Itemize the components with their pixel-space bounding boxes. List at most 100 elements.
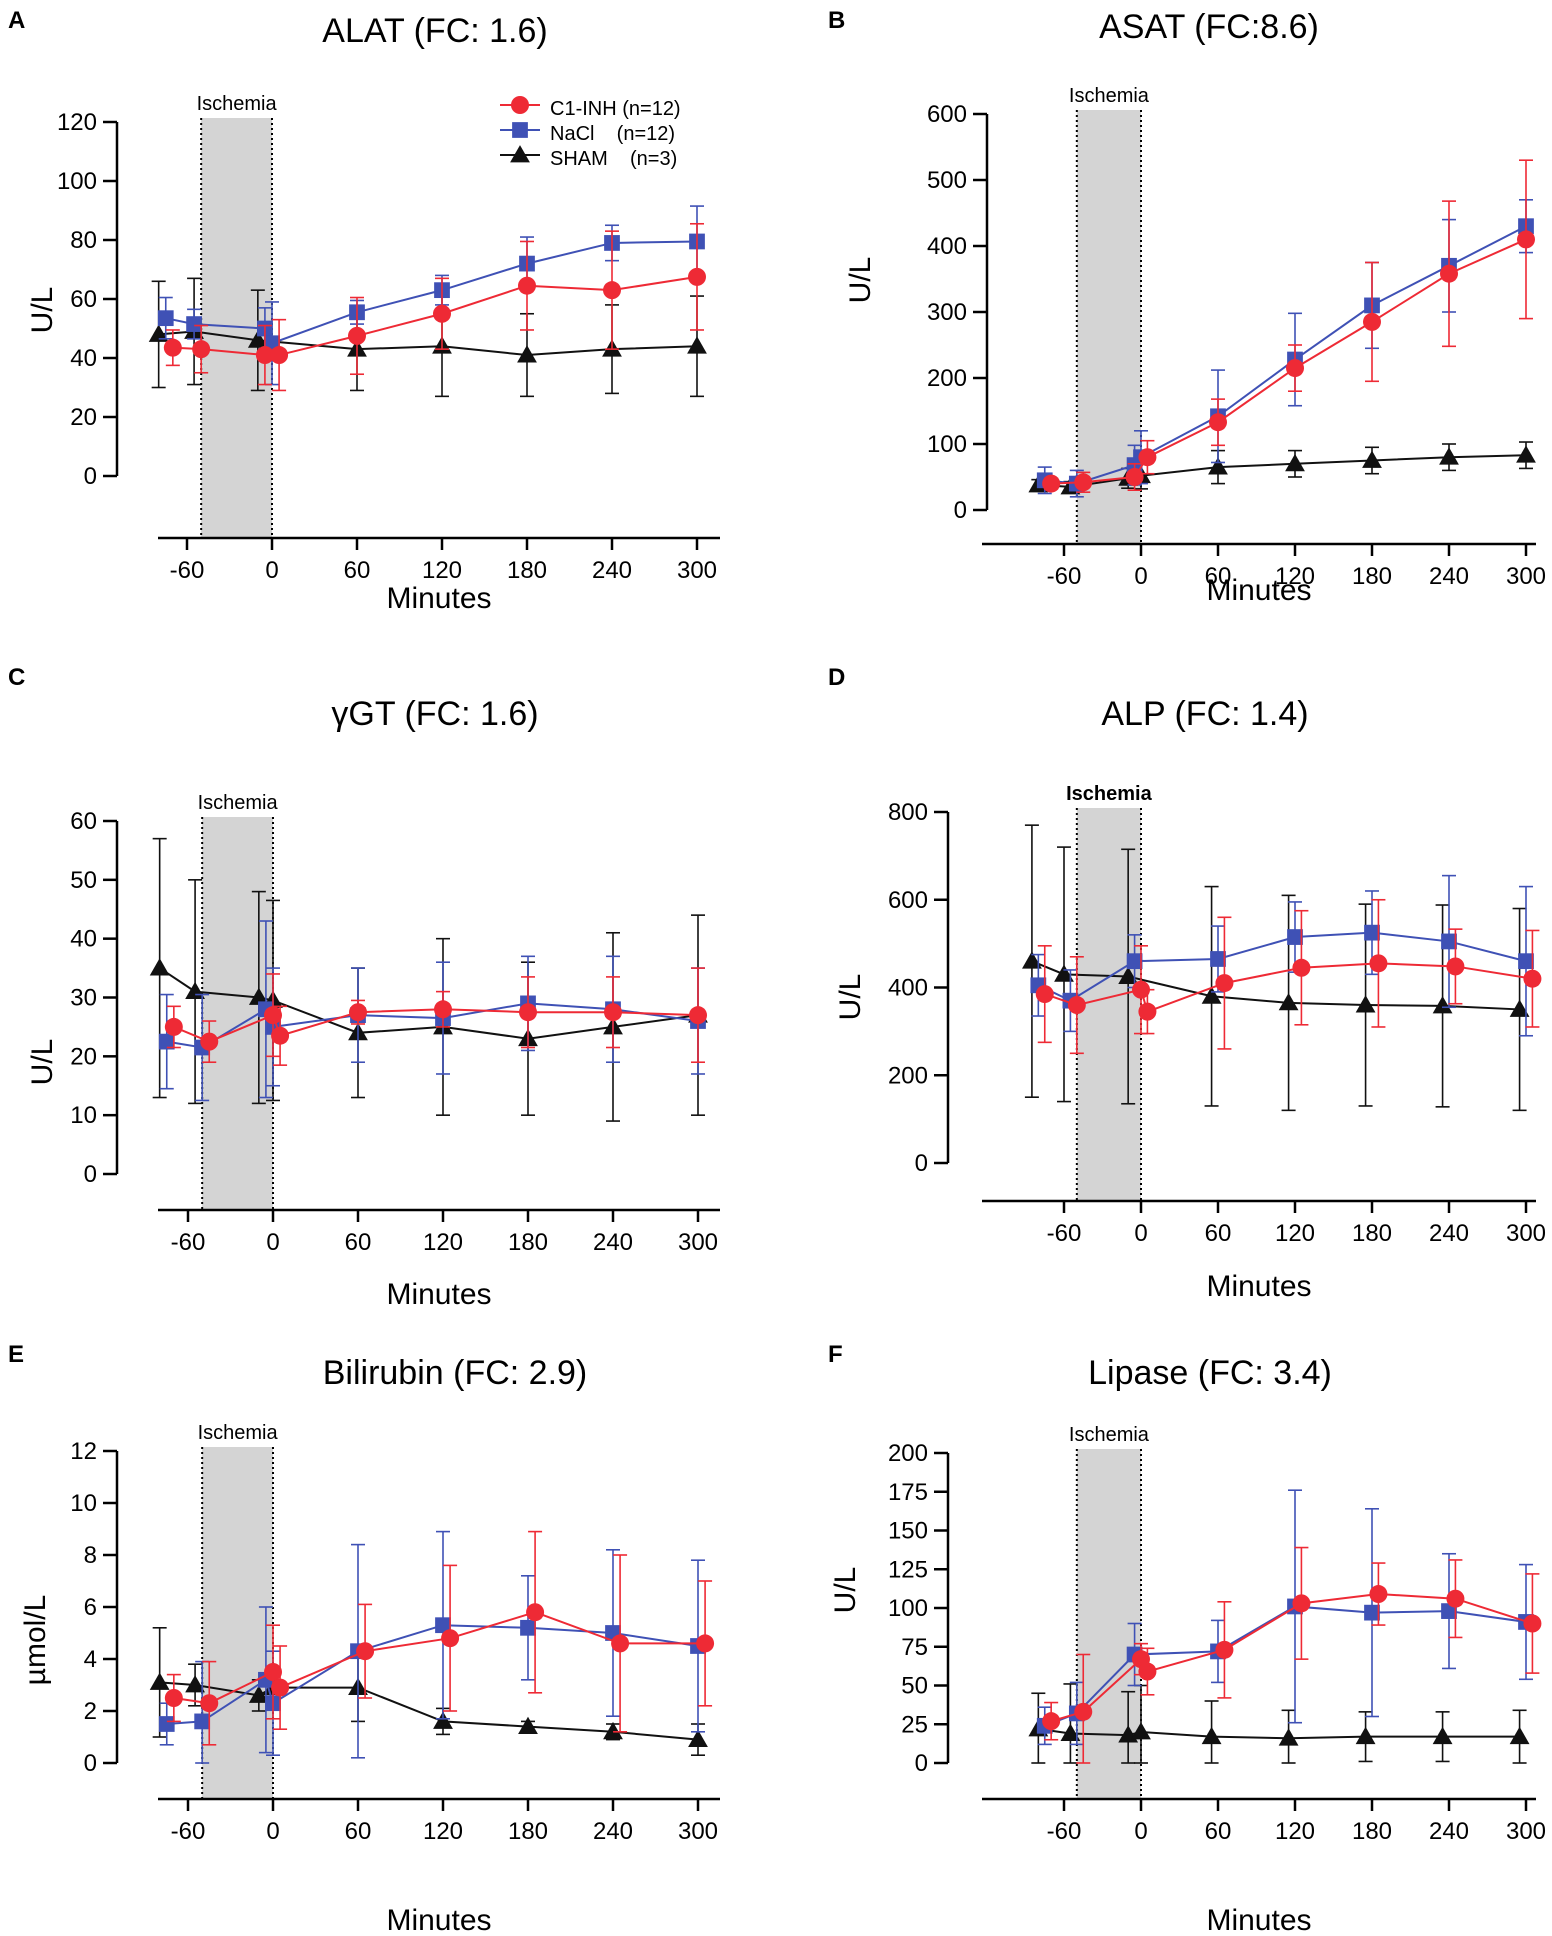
y-tick-label: 200 [888,1440,928,1467]
y-tick-label: 600 [888,887,928,914]
point-sham [517,345,537,363]
y-tick-label: 0 [84,463,97,490]
point-nacl [1441,933,1457,950]
point-sham [1060,1723,1081,1741]
series-line-nacl [1037,931,1527,1002]
point-c1inh [164,1017,183,1036]
ischemia-band [202,1447,273,1799]
point-c1inh [1523,1614,1542,1633]
point-nacl [158,1716,175,1732]
point-sham [1285,453,1305,472]
y-tick-label: 50 [901,1673,928,1700]
point-c1inh [518,276,536,295]
x-tick-label: 240 [1429,1220,1469,1247]
point-nacl [1364,924,1380,941]
series-c1inh [1042,159,1535,493]
y-tick-label: 100 [888,1595,928,1622]
y-tick-label: 40 [70,345,97,372]
point-sham [1278,1728,1299,1746]
ischemia-label: Ischemia [1069,85,1150,107]
x-tick-label: 0 [266,1818,279,1845]
y-tick-label: 10 [70,1102,97,1129]
x-tick-label: 180 [1352,1818,1392,1845]
point-c1inh [519,1003,537,1022]
point-c1inh [1035,985,1054,1004]
point-nacl [1287,929,1303,945]
point-c1inh [1369,1585,1388,1604]
series-nacl [1030,874,1534,1037]
x-tick-label: 0 [1134,1818,1147,1845]
x-tick-label: -60 [1047,1220,1082,1247]
x-tick-label: 0 [1134,1220,1147,1247]
point-c1inh [1446,1589,1465,1608]
point-sham [185,1675,205,1693]
point-sham [1355,995,1376,1013]
point-sham [149,958,170,976]
y-axis-label: U/L [829,1567,862,1614]
y-tick-label: 50 [70,867,97,894]
ischemia-label: Ischemia [1066,783,1152,805]
y-tick-label: 200 [888,1062,928,1089]
x-tick-label: 0 [1134,563,1147,590]
point-sham [1278,992,1299,1011]
chart-title: ASAT (FC:8.6) [1099,8,1319,46]
y-tick-label: 30 [70,985,97,1012]
x-tick-label: 180 [1352,1220,1392,1247]
point-nacl [1126,953,1143,970]
x-tick-label: 60 [345,1229,372,1256]
x-tick-label: 300 [678,1818,718,1845]
point-c1inh [200,1694,219,1713]
point-c1inh [441,1629,460,1648]
y-tick-label: 150 [888,1518,928,1545]
point-sham [603,1721,623,1740]
y-tick-label: 40 [70,926,97,953]
point-c1inh [1215,1640,1234,1659]
chart-title: Bilirubin (FC: 2.9) [323,1354,588,1392]
y-axis-label: U/L [844,257,877,304]
point-sham [247,330,268,348]
panel-letter: D [828,664,845,691]
x-tick-label: 60 [345,1818,372,1845]
point-c1inh [1446,957,1465,976]
series-sham [1028,1683,1530,1764]
y-axis-label: U/L [834,974,867,1021]
point-sham [1022,951,1042,969]
x-tick-label: 60 [1205,563,1232,590]
point-c1inh [1523,969,1542,988]
point-c1inh [356,1642,375,1661]
legend-label-c1inh: C1-INH (n=12) [550,98,681,120]
point-c1inh [1074,473,1093,492]
x-axis-label: Minutes [386,1278,491,1311]
point-nacl [194,1713,211,1730]
x-tick-label: -60 [1047,1818,1082,1845]
point-sham [1432,996,1453,1014]
point-sham [149,1672,170,1690]
y-tick-label: 400 [927,233,967,260]
point-c1inh [271,1026,290,1045]
x-tick-label: 180 [507,557,547,584]
panel-letter: A [8,7,25,34]
y-tick-label: 500 [927,167,967,194]
point-c1inh [603,281,621,300]
chart-title: ALAT (FC: 1.6) [322,12,547,50]
point-nacl [158,1033,175,1050]
x-tick-label: 180 [1352,563,1392,590]
point-nacl [186,316,202,332]
point-c1inh [1138,1662,1157,1681]
ischemia-label: Ischemia [1069,1424,1150,1446]
chart-panel-e: E Bilirubin (FC: 2.9) Ischemia 0 2 4 6 8 10 12 µmo… [8,1341,720,1936]
point-sham [1201,1726,1222,1745]
point-c1inh [200,1032,219,1051]
point-sham [1208,457,1228,475]
point-c1inh [192,340,211,359]
point-c1inh [264,1663,282,1681]
y-tick-label: 4 [84,1646,97,1673]
point-c1inh [696,1634,715,1653]
point-c1inh [611,1634,630,1653]
x-tick-label: 240 [592,557,632,584]
chart-panel-a: A ALAT (FC: 1.6) Ischemia 0 20 40 60 80 100 120 U/… [8,7,720,615]
legend-marker-nacl [512,122,528,138]
x-tick-label: 0 [265,557,278,584]
